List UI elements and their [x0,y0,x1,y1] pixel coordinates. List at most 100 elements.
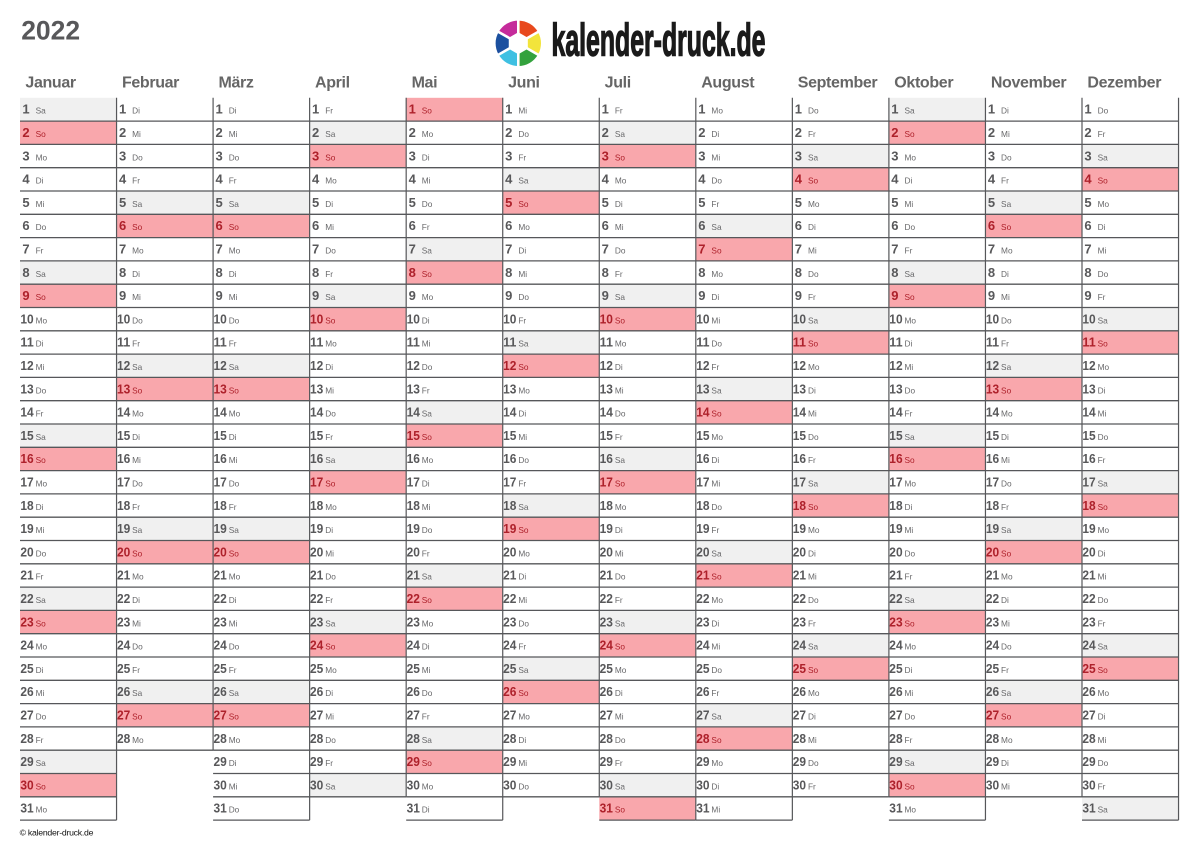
svg-text:5: 5 [409,195,416,210]
svg-text:10: 10 [20,311,33,326]
svg-text:26: 26 [696,684,709,699]
svg-text:Mi: Mi [518,269,527,279]
svg-text:Mo: Mo [808,525,820,535]
svg-text:Mo: Mo [1001,735,1013,745]
svg-text:31: 31 [213,801,226,816]
svg-text:5: 5 [795,195,802,210]
svg-text:12: 12 [986,358,999,373]
svg-text:8: 8 [409,265,416,280]
svg-text:Do: Do [422,199,433,209]
svg-text:21: 21 [889,568,902,583]
svg-text:2: 2 [215,125,222,140]
svg-text:Mo: Mo [36,152,48,162]
svg-text:Sa: Sa [905,269,916,279]
svg-text:2: 2 [22,125,29,140]
svg-text:So: So [422,595,433,605]
svg-text:16: 16 [793,451,806,466]
svg-text:3: 3 [891,148,898,163]
svg-text:25: 25 [20,661,33,676]
svg-text:Di: Di [229,758,237,768]
svg-text:9: 9 [698,288,705,303]
svg-text:Sa: Sa [422,409,433,419]
svg-text:22: 22 [600,591,613,606]
svg-text:29: 29 [407,754,420,769]
svg-text:24: 24 [696,638,710,653]
svg-text:Mi: Mi [711,479,720,489]
svg-text:11: 11 [889,335,902,350]
svg-text:Mo: Mo [711,269,723,279]
svg-text:Fr: Fr [36,735,44,745]
svg-text:21: 21 [793,568,806,583]
svg-text:2: 2 [119,125,126,140]
svg-text:Di: Di [422,152,430,162]
svg-text:Do: Do [229,152,240,162]
svg-text:29: 29 [503,754,516,769]
svg-text:Sa: Sa [36,106,47,116]
svg-text:Mi: Mi [132,618,141,628]
svg-text:26: 26 [793,684,806,699]
svg-text:30: 30 [407,777,420,792]
svg-text:11: 11 [407,335,420,350]
svg-text:Mi: Mi [36,525,45,535]
svg-text:Di: Di [36,502,44,512]
svg-text:6: 6 [1084,218,1091,233]
svg-text:18: 18 [117,498,130,513]
svg-text:Di: Di [518,409,526,419]
svg-text:Mi: Mi [615,548,624,558]
svg-text:Do: Do [325,572,336,582]
svg-text:Sa: Sa [229,362,240,372]
svg-text:14: 14 [986,405,1000,420]
svg-text:Mi: Mi [132,455,141,465]
svg-text:Fr: Fr [422,385,430,395]
svg-text:Sa: Sa [422,572,433,582]
svg-text:28: 28 [600,731,613,746]
svg-text:24: 24 [1082,638,1096,653]
svg-text:Sa: Sa [905,758,916,768]
svg-text:Sa: Sa [1001,688,1012,698]
svg-text:Do: Do [1001,315,1012,325]
svg-text:4: 4 [409,172,417,187]
svg-text:Mo: Mo [1098,688,1110,698]
svg-text:September: September [798,75,878,92]
svg-text:Mo: Mo [325,339,337,349]
svg-text:6: 6 [312,218,319,233]
svg-text:29: 29 [793,754,806,769]
svg-text:Di: Di [325,199,333,209]
svg-text:Di: Di [518,246,526,256]
svg-text:9: 9 [891,288,898,303]
svg-text:Fr: Fr [1098,618,1106,628]
svg-text:6: 6 [795,218,802,233]
svg-text:Do: Do [132,315,143,325]
svg-text:30: 30 [20,777,33,792]
svg-text:3: 3 [312,148,319,163]
svg-text:2: 2 [988,125,995,140]
svg-text:So: So [711,572,722,582]
svg-text:16: 16 [696,451,709,466]
svg-text:1: 1 [795,102,802,117]
svg-text:30: 30 [503,777,516,792]
svg-text:Mo: Mo [905,152,917,162]
svg-text:Mo: Mo [1098,525,1110,535]
svg-text:So: So [905,618,916,628]
svg-text:18: 18 [889,498,902,513]
svg-text:28: 28 [310,731,323,746]
svg-text:Di: Di [1098,385,1106,395]
svg-text:Fr: Fr [1098,781,1106,791]
svg-text:Fr: Fr [1001,339,1009,349]
svg-text:Di: Di [905,665,913,675]
svg-text:7: 7 [795,242,802,257]
svg-text:20: 20 [117,544,130,559]
svg-text:So: So [325,315,336,325]
svg-text:Sa: Sa [808,152,819,162]
svg-text:14: 14 [20,405,34,420]
svg-text:22: 22 [310,591,323,606]
svg-text:Di: Di [711,129,719,139]
svg-text:23: 23 [889,614,902,629]
svg-text:Do: Do [325,246,336,256]
svg-text:14: 14 [793,405,807,420]
svg-text:25: 25 [793,661,806,676]
svg-text:29: 29 [213,754,226,769]
svg-text:8: 8 [22,265,29,280]
svg-text:Sa: Sa [808,315,819,325]
svg-text:Mi: Mi [1001,129,1010,139]
